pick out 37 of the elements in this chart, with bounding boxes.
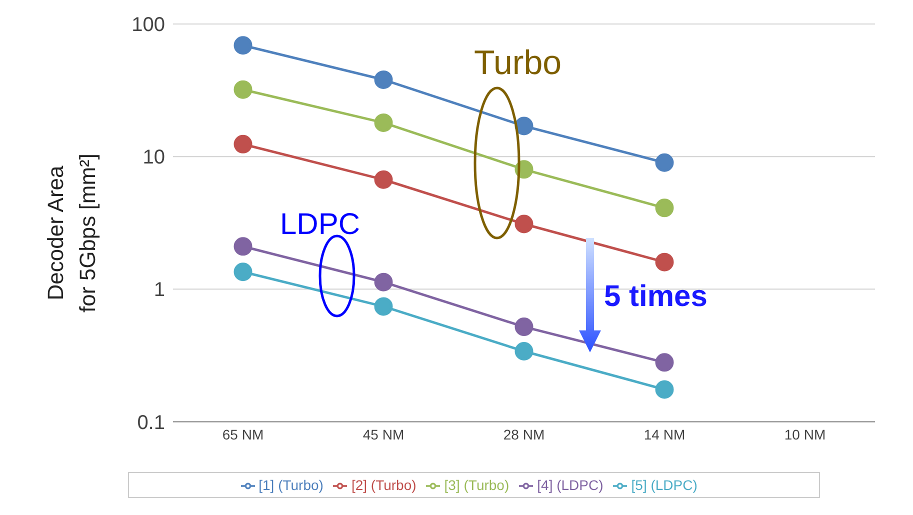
point <box>234 134 252 154</box>
y-tick-label: 0.1 <box>137 412 165 434</box>
x-tick-label: 45 NM <box>362 426 404 443</box>
point <box>655 252 674 272</box>
point <box>374 113 393 132</box>
annotation: Turbo <box>474 44 562 83</box>
x-tick-label: 14 NM <box>644 426 686 443</box>
y-tick-label: 1 <box>154 279 165 302</box>
point <box>374 70 393 89</box>
y-axis-title: Decoder Area for 5Gbps [mm²] <box>43 154 100 312</box>
point <box>514 318 534 336</box>
x-tick-label: 28 NM <box>503 426 545 443</box>
point <box>655 353 674 372</box>
point <box>655 198 674 218</box>
x-tick-label: 10 NM <box>784 426 826 443</box>
point <box>234 80 252 99</box>
point <box>655 153 674 172</box>
annotation: LDPC <box>280 208 360 242</box>
point <box>374 170 393 189</box>
point <box>514 214 534 234</box>
annotation: 5 times <box>604 280 708 314</box>
point <box>655 380 674 399</box>
legend-label: [4] (LDPC) <box>537 476 604 493</box>
y-tick-label: 100 <box>132 14 165 36</box>
legend-label: [3] (Turbo) <box>444 476 510 493</box>
legend-label: [5] (LDPC) <box>631 476 698 493</box>
point <box>234 36 252 55</box>
legend-label: [2] (Turbo) <box>351 476 416 493</box>
point <box>374 272 393 292</box>
legend-label: [1] (Turbo) <box>258 476 324 493</box>
point <box>374 297 393 316</box>
point <box>234 237 252 256</box>
x-tick-label: 65 NM <box>222 426 264 443</box>
point <box>514 116 534 136</box>
point <box>514 342 534 360</box>
point <box>234 262 252 282</box>
y-tick-label: 10 <box>142 146 165 169</box>
